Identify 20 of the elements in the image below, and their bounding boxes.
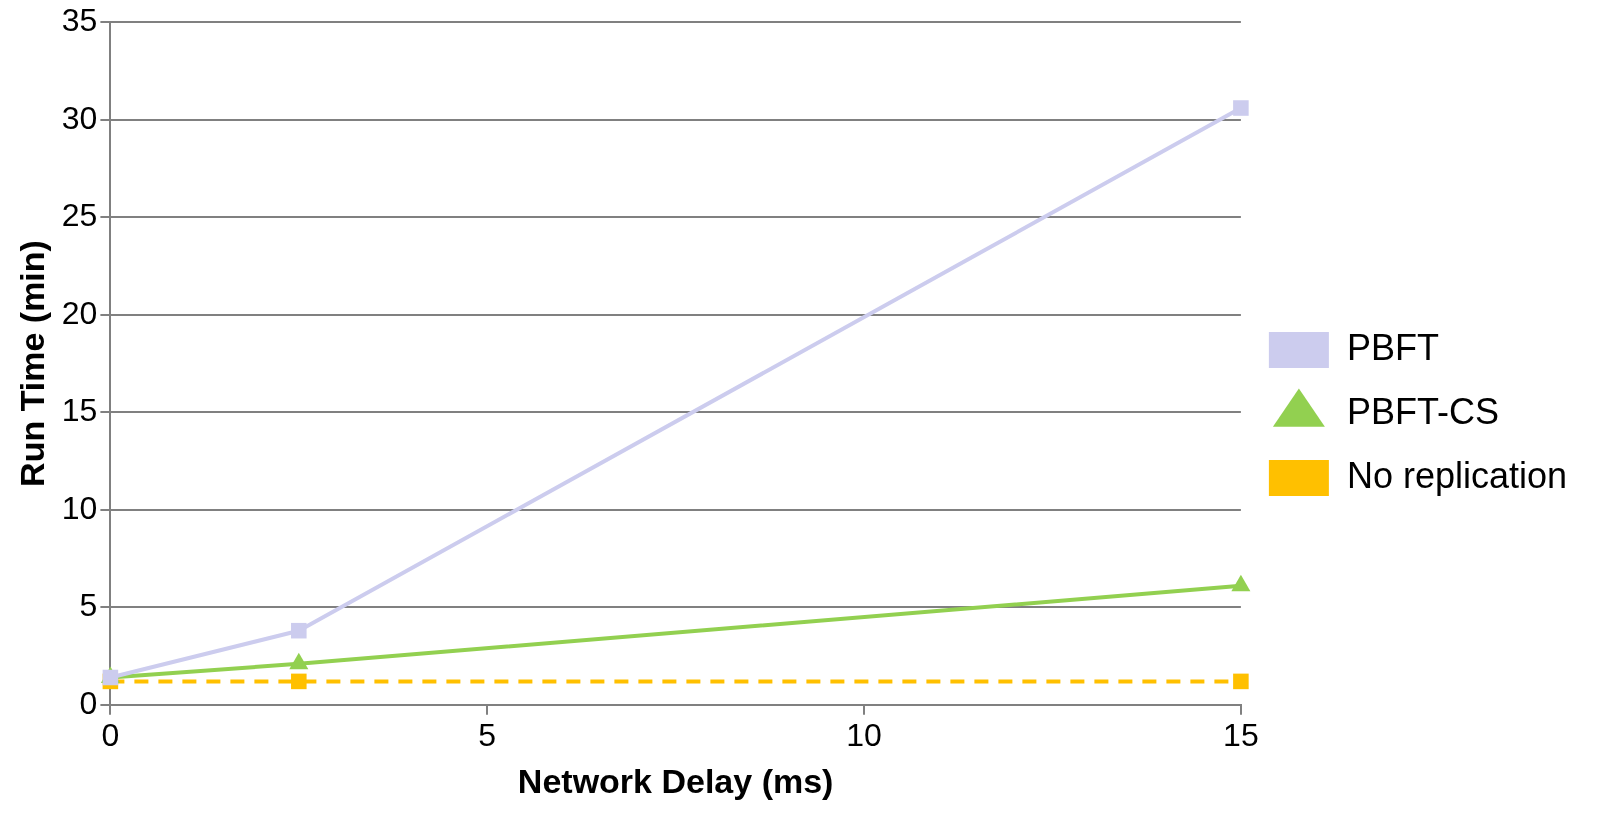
point xyxy=(1233,100,1249,116)
y-tick-label: 0 xyxy=(79,684,98,721)
y-tick-label: 15 xyxy=(61,392,98,429)
y-tick-label: 25 xyxy=(61,197,98,234)
x-tick-label: 10 xyxy=(846,716,882,753)
point xyxy=(291,622,307,639)
legend-label: PBFT xyxy=(1346,326,1439,368)
y-axis-title: Run Time (min) xyxy=(12,240,51,487)
legend-label: No replication xyxy=(1346,454,1568,496)
legend-label: PBFT-CS xyxy=(1346,390,1499,432)
x-tick-label: 15 xyxy=(1223,716,1259,753)
y-tick-label: 5 xyxy=(79,587,98,624)
x-tick-label: 5 xyxy=(478,716,497,753)
point xyxy=(291,673,307,690)
x-axis-title: Network Delay (ms) xyxy=(517,761,834,800)
y-tick-label: 30 xyxy=(61,99,98,136)
y-tick-label: 10 xyxy=(61,489,98,526)
point xyxy=(1233,673,1249,690)
y-tick-label: 35 xyxy=(61,2,98,39)
y-tick-label: 20 xyxy=(61,294,98,331)
